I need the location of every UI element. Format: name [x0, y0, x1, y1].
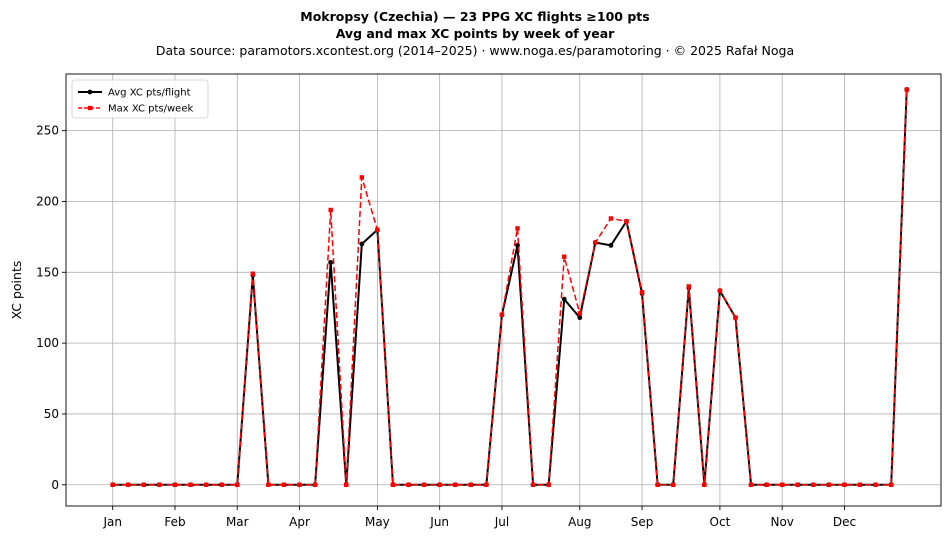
data-point-max: [904, 87, 909, 92]
data-point-max: [779, 482, 785, 487]
data-point-max: [717, 288, 723, 293]
data-point-max: [624, 219, 629, 224]
legend-box: [71, 79, 209, 119]
data-point-max: [515, 226, 520, 231]
data-point-max: [453, 482, 458, 487]
data-point-max: [312, 482, 318, 487]
y-tick-label: 250: [36, 124, 59, 138]
data-point-avg: [577, 315, 583, 321]
data-point-avg: [359, 241, 365, 247]
data-point-max: [857, 482, 863, 487]
data-point-max: [639, 289, 645, 295]
data-point-max: [748, 482, 754, 487]
data-point-max: [608, 216, 614, 221]
data-point-max: [421, 482, 427, 487]
title-block: Mokropsy (Czechia) — 23 PPG XC flights ≥…: [0, 8, 950, 59]
plot-frame: [65, 73, 942, 507]
data-point-max: [764, 482, 769, 487]
data-point-max: [842, 482, 847, 487]
data-point-max: [188, 482, 193, 487]
data-point-avg: [561, 296, 567, 302]
data-point-max: [593, 240, 598, 245]
data-point-max: [126, 482, 131, 487]
y-tick-label: 50: [44, 407, 59, 421]
x-tick-label-apr: Apr: [289, 515, 310, 529]
data-point-max: [328, 207, 333, 213]
data-point-max: [437, 482, 442, 487]
x-tick-label-sep: Sep: [631, 515, 654, 529]
data-point-max: [530, 482, 536, 487]
data-point-max: [359, 175, 365, 180]
data-point-max: [375, 227, 380, 233]
y-tick-label: 100: [36, 336, 59, 350]
chart-title: Mokropsy (Czechia) — 23 PPG XC flights ≥…: [300, 9, 650, 24]
x-tick-label-oct: Oct: [710, 515, 731, 529]
grid: [66, 74, 941, 506]
x-tick-label-feb: Feb: [164, 515, 185, 529]
legend-marker: [88, 105, 93, 111]
x-tick-label-aug: Aug: [568, 515, 591, 529]
data-point-avg: [515, 242, 520, 248]
data-point-max: [141, 482, 147, 487]
data-point-max: [390, 482, 396, 487]
data-point-max: [795, 482, 800, 487]
data-point-max: [344, 482, 349, 487]
data-point-max: [203, 482, 209, 487]
legend: Avg XC pts/flight Max XC pts/week: [71, 79, 209, 119]
data-point-max: [406, 482, 411, 487]
x-tick-label-mar: Mar: [226, 515, 249, 529]
data-point-max: [873, 482, 878, 487]
y-tick-label: 0: [51, 478, 59, 492]
legend-label-max: Max XC pts/week: [108, 104, 193, 115]
x-tick-label-nov: Nov: [770, 515, 793, 529]
x-tick-label-jun: Jun: [429, 515, 449, 529]
data-point-max: [235, 482, 240, 487]
y-axis-title: XC points: [9, 261, 24, 320]
data-point-max: [577, 311, 582, 316]
data-point-max: [888, 482, 894, 487]
data-point-avg: [608, 242, 614, 248]
data-point-max: [157, 482, 162, 487]
data-point-max: [172, 482, 178, 487]
data-point-max: [733, 315, 738, 320]
data-point-max: [811, 482, 816, 487]
data-point-max: [671, 482, 676, 487]
data-point-max: [250, 271, 256, 276]
data-point-max: [468, 482, 474, 487]
data-point-max: [499, 312, 505, 317]
x-tick-label-jan: Jan: [102, 515, 122, 529]
chart-source: Data source: paramotors.xcontest.org (20…: [155, 43, 795, 58]
data-point-max: [266, 482, 271, 487]
data-point-max: [546, 482, 551, 487]
y-tick-label: 150: [36, 265, 59, 279]
series-line-max: [112, 89, 908, 486]
series-line-avg: [112, 89, 908, 486]
data-point-avg: [328, 259, 334, 265]
data-point-max: [281, 482, 287, 487]
chart-subtitle: Avg and max XC points by week of year: [335, 26, 615, 41]
data-point-max: [297, 482, 302, 487]
legend-label-avg: Avg XC pts/flight: [108, 88, 191, 99]
data-point-max: [686, 284, 691, 289]
data-point-max: [826, 482, 832, 487]
data-point-max: [219, 482, 224, 487]
data-point-max: [702, 482, 707, 487]
y-tick-label: 200: [36, 194, 59, 208]
x-tick-label-dec: Dec: [833, 515, 856, 529]
data-point-max: [562, 254, 567, 259]
data-point-max: [655, 482, 660, 487]
x-tick-label-jul: Jul: [494, 515, 509, 529]
data-point-max: [484, 482, 489, 487]
series-group: [110, 87, 910, 488]
x-tick-label-may: May: [365, 515, 390, 529]
data-point-max: [110, 482, 115, 487]
legend-marker: [87, 89, 93, 95]
axes: Jan Feb Mar Apr May Jun Jul Aug Sep Oct Nov Dec 0 50 1…: [9, 73, 942, 529]
